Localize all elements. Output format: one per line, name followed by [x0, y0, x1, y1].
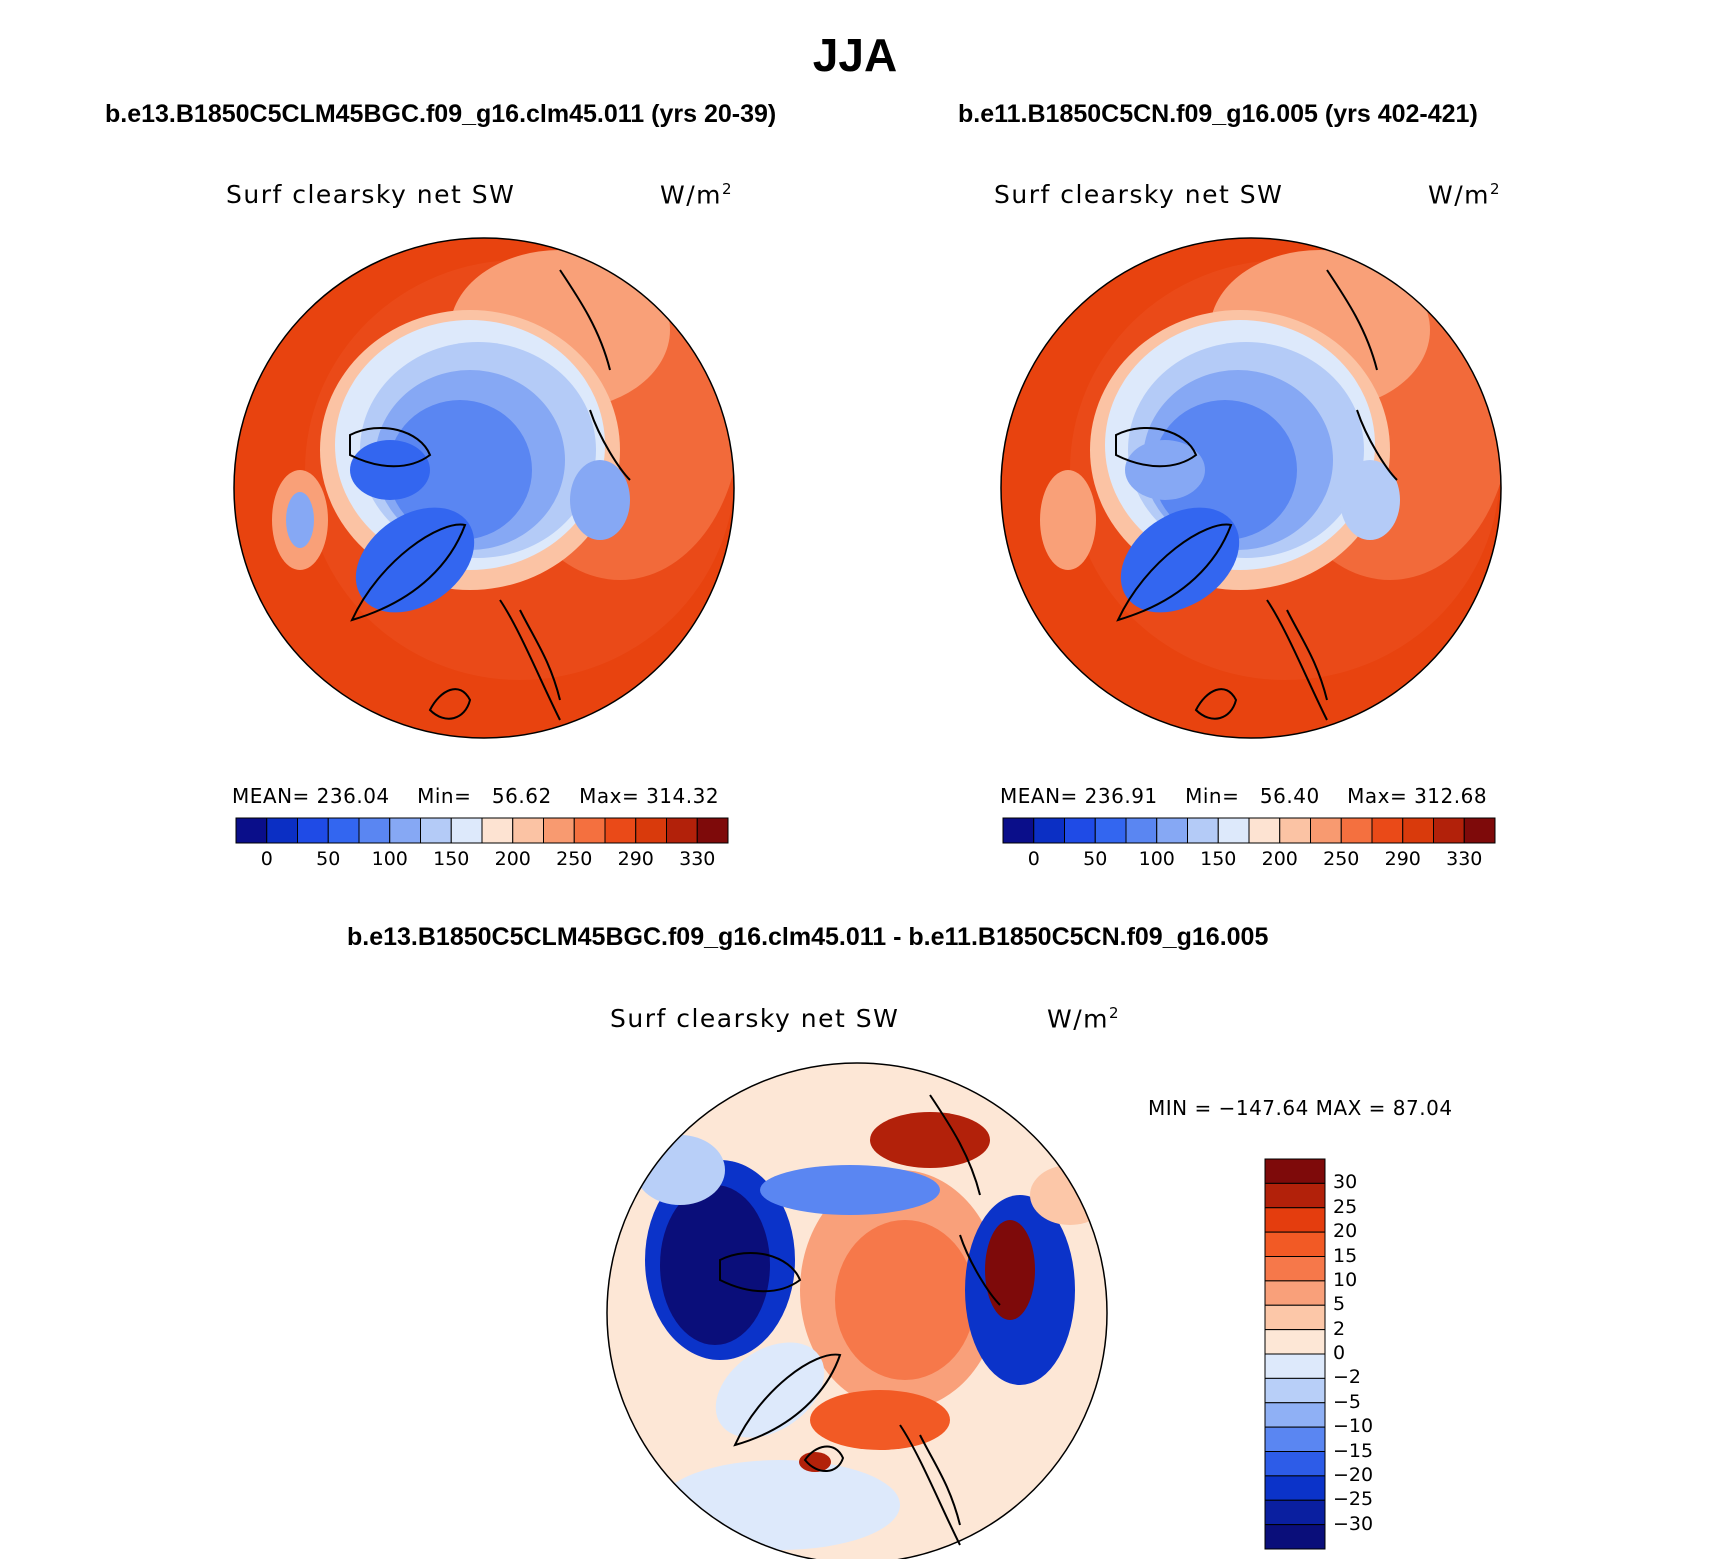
diff-colorbar-tick-label: −15 — [1333, 1439, 1374, 1462]
right-colorbar-swatch-14 — [1433, 817, 1465, 844]
left-colorbar-swatch-7 — [450, 817, 483, 844]
right-variable-label: Surf clearsky net SW — [994, 180, 1284, 209]
left-colorbar-swatch-0 — [235, 817, 268, 844]
diff-units-label: W/m2 — [1047, 1004, 1121, 1034]
left-variable-label: Surf clearsky net SW — [226, 180, 516, 209]
right-colorbar-swatch-15 — [1463, 817, 1496, 844]
right-colorbar-swatch-12 — [1371, 817, 1404, 844]
diff-colorbar-swatch-7 — [1264, 1329, 1326, 1355]
left-colorbar-swatch-12 — [604, 817, 637, 844]
right-colorbar-swatch-11 — [1340, 817, 1373, 844]
diff-colorbar — [1264, 1158, 1326, 1550]
diff-colorbar-swatch-4 — [1264, 1256, 1326, 1282]
right-colorbar-tick-label: 200 — [1261, 848, 1298, 870]
right-colorbar-swatch-7 — [1217, 817, 1250, 844]
diff-colorbar-tick-label: 25 — [1333, 1195, 1358, 1218]
right-colorbar-tick-label: 330 — [1446, 848, 1483, 870]
right-colorbar-tick-label: 290 — [1384, 848, 1421, 870]
right-colorbar-tick-label: 150 — [1200, 848, 1237, 870]
left-case-title: b.e13.B1850C5CLM45BGC.f09_g16.clm45.011 … — [105, 100, 777, 128]
diff-colorbar-swatch-11 — [1264, 1426, 1326, 1452]
diff-colorbar-swatch-12 — [1264, 1451, 1326, 1477]
diff-colorbar-swatch-10 — [1264, 1402, 1326, 1428]
right-colorbar — [1002, 817, 1496, 844]
diff-colorbar-swatch-14 — [1264, 1499, 1326, 1526]
right-stats: MEAN= 236.91 Min= 56.40 Max= 312.68 — [1000, 784, 1488, 808]
right-colorbar-tick-label: 0 — [1027, 848, 1040, 870]
diff-polar-map — [606, 1062, 1108, 1559]
diff-colorbar-tick-label: 5 — [1333, 1293, 1346, 1316]
right-colorbar-swatch-5 — [1156, 817, 1188, 844]
left-colorbar-swatch-13 — [635, 817, 667, 844]
left-colorbar-swatch-9 — [512, 817, 544, 844]
right-colorbar-swatch-8 — [1248, 817, 1281, 844]
diff-colorbar-swatch-5 — [1264, 1280, 1326, 1306]
right-colorbar-swatch-4 — [1125, 817, 1158, 844]
left-colorbar-tick-label: 0 — [260, 848, 273, 870]
diff-variable-label: Surf clearsky net SW — [610, 1004, 900, 1033]
left-colorbar-swatch-2 — [297, 817, 329, 844]
left-colorbar-tick-label: 330 — [679, 848, 716, 870]
diff-colorbar-tick-label: 0 — [1333, 1342, 1346, 1364]
diff-colorbar-tick-label: −20 — [1333, 1463, 1374, 1486]
left-colorbar-tick-label: 50 — [316, 848, 341, 870]
right-colorbar-swatch-10 — [1310, 817, 1342, 844]
left-colorbar-swatch-5 — [389, 817, 421, 844]
left-polar-map — [233, 237, 735, 739]
left-colorbar-swatch-8 — [481, 817, 514, 844]
right-colorbar-tick-label: 250 — [1323, 848, 1360, 870]
left-colorbar-tick-label: 250 — [556, 848, 593, 870]
diff-colorbar-swatch-13 — [1264, 1475, 1326, 1501]
diff-colorbar-tick-label: 2 — [1333, 1317, 1346, 1340]
diff-colorbar-tick-label: −30 — [1333, 1512, 1374, 1535]
left-colorbar-swatch-6 — [420, 817, 452, 844]
left-colorbar-tick-label: 290 — [617, 848, 654, 870]
diff-colorbar-swatch-15 — [1264, 1524, 1326, 1550]
right-colorbar-swatch-6 — [1187, 817, 1219, 844]
diff-colorbar-tick-label: 20 — [1333, 1220, 1358, 1243]
right-colorbar-swatch-1 — [1033, 817, 1065, 844]
right-colorbar-tick-label: 50 — [1083, 848, 1108, 870]
left-colorbar-tick-label: 200 — [494, 848, 531, 870]
right-units-label: W/m2 — [1428, 180, 1502, 210]
left-colorbar-swatch-4 — [358, 817, 391, 844]
diff-colorbar-tick-label: −2 — [1333, 1366, 1362, 1389]
right-colorbar-tick-label: 100 — [1138, 848, 1175, 870]
diff-colorbar-swatch-6 — [1264, 1304, 1326, 1331]
diff-colorbar-tick-label: 30 — [1333, 1171, 1358, 1194]
left-colorbar-swatch-3 — [327, 817, 360, 844]
right-case-title: b.e11.B1850C5CN.f09_g16.005 (yrs 402-421… — [958, 100, 1478, 128]
diff-colorbar-tick-label: −25 — [1333, 1488, 1374, 1511]
right-polar-map — [1000, 237, 1502, 739]
left-colorbar-tick-label: 100 — [371, 848, 408, 870]
right-colorbar-swatch-9 — [1279, 817, 1311, 844]
left-units-label: W/m2 — [660, 180, 734, 210]
diff-colorbar-swatch-0 — [1264, 1158, 1326, 1184]
figure-title: JJA — [812, 29, 898, 81]
diff-colorbar-swatch-8 — [1264, 1353, 1326, 1379]
left-stats: MEAN= 236.04 Min= 56.62 Max= 314.32 — [232, 784, 720, 808]
diff-colorbar-tick-label: −10 — [1333, 1415, 1374, 1438]
left-colorbar-swatch-15 — [696, 817, 729, 844]
left-colorbar-swatch-1 — [266, 817, 298, 844]
left-colorbar-swatch-10 — [543, 817, 575, 844]
diff-colorbar-swatch-9 — [1264, 1377, 1326, 1404]
diff-colorbar-swatch-2 — [1264, 1207, 1326, 1233]
left-colorbar-swatch-14 — [666, 817, 698, 844]
left-colorbar-tick-label: 150 — [433, 848, 470, 870]
right-colorbar-swatch-0 — [1002, 817, 1035, 844]
diff-minmax: MIN = −147.64 MAX = 87.04 — [1148, 1096, 1453, 1120]
diff-case-title: b.e13.B1850C5CLM45BGC.f09_g16.clm45.011 … — [347, 923, 1269, 951]
diff-colorbar-swatch-1 — [1264, 1182, 1326, 1209]
right-colorbar-swatch-3 — [1094, 817, 1127, 844]
right-colorbar-swatch-13 — [1402, 817, 1434, 844]
diff-colorbar-tick-label: −5 — [1333, 1390, 1362, 1413]
left-colorbar — [235, 817, 729, 844]
diff-colorbar-tick-label: 10 — [1333, 1268, 1358, 1291]
diff-colorbar-swatch-3 — [1264, 1231, 1326, 1257]
right-colorbar-swatch-2 — [1064, 817, 1096, 844]
diff-colorbar-tick-label: 15 — [1333, 1244, 1358, 1267]
left-colorbar-swatch-11 — [573, 817, 606, 844]
